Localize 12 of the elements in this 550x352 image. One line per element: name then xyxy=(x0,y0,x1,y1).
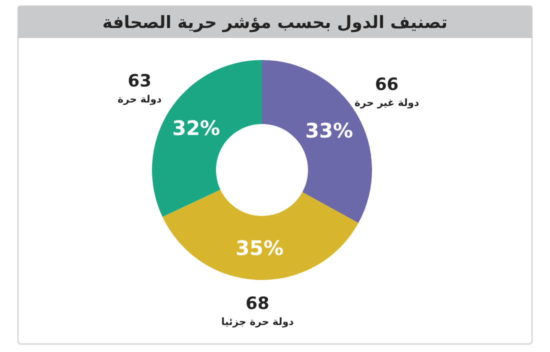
text: 66 xyxy=(374,75,399,96)
slice-label: دولة غير حرة xyxy=(354,98,420,110)
data-label: 35% xyxy=(236,236,284,260)
donut-slice xyxy=(262,60,372,223)
chart-title: تصنيف الدول بحسب مؤشر حرية الصحافة xyxy=(102,13,448,33)
data-label: 33% xyxy=(305,118,354,142)
slice-label: دولة حرة xyxy=(118,94,162,106)
data-label: 32% xyxy=(172,116,220,140)
text: 63 xyxy=(128,71,152,92)
slice-label: دولة حرة جزئيا xyxy=(221,316,294,328)
text: 68 xyxy=(246,294,270,314)
donut-slice xyxy=(162,190,358,280)
